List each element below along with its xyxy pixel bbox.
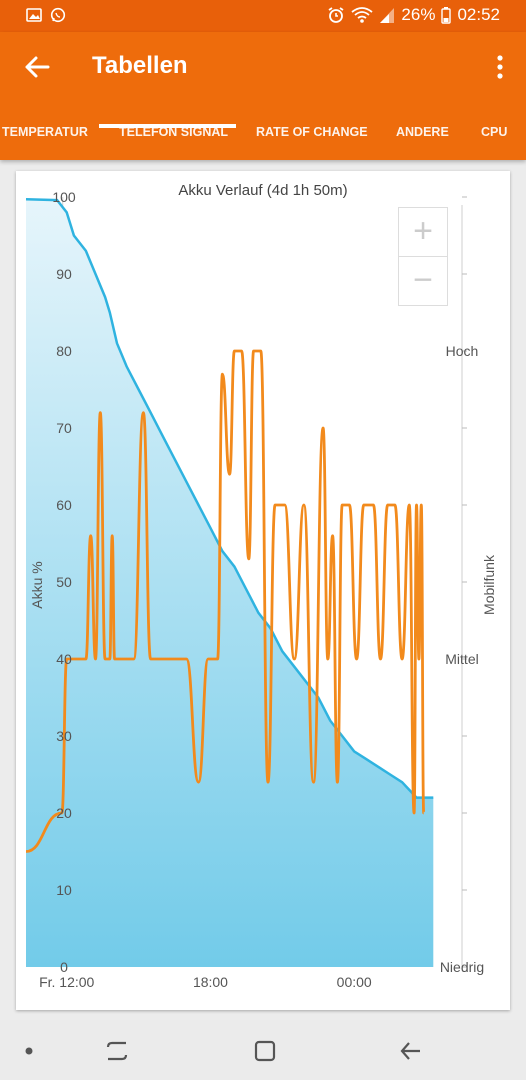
tab-cpu[interactable]: CPU	[481, 125, 508, 139]
tab-bar: TEMPERATUR TELEFON SIGNAL RATE OF CHANGE…	[0, 120, 526, 160]
back-button-icon[interactable]	[398, 1038, 424, 1064]
overflow-menu-icon[interactable]	[494, 54, 506, 80]
y-tick-label: 10	[56, 882, 72, 898]
zoom-in-button[interactable]: +	[398, 207, 448, 257]
y2-tick-label: Hoch	[446, 343, 479, 359]
y-tick-label: 40	[56, 651, 72, 667]
y-axis-ticks: 0 10 20 30 40 50 60 70 80 90 100	[52, 189, 76, 975]
zoom-out-button[interactable]: −	[398, 256, 448, 306]
y-tick-label: 60	[56, 497, 72, 513]
home-button-icon[interactable]	[252, 1038, 278, 1064]
clock: 02:52	[457, 5, 500, 24]
battery-icon	[441, 7, 452, 24]
x-tick-label: 18:00	[193, 974, 228, 990]
y-tick-label: 70	[56, 420, 72, 436]
y-tick-label: 90	[56, 266, 72, 282]
y-tick-label: 30	[56, 728, 72, 744]
recents-icon[interactable]	[104, 1038, 130, 1064]
tab-telefon-signal[interactable]: TELEFON SIGNAL	[119, 125, 229, 139]
page-title: Tabellen	[92, 52, 188, 79]
chart-title: Akku Verlauf (4d 1h 50m)	[178, 182, 348, 199]
status-bar: 26% 02:52	[0, 0, 526, 32]
signal-series-line	[25, 349, 426, 853]
nav-dot-icon[interactable]	[24, 1046, 34, 1056]
tab-temperatur[interactable]: TEMPERATUR	[2, 125, 88, 139]
y-axis-label: Akku %	[29, 561, 45, 608]
y2-axis-label: Mobilfunk	[481, 554, 497, 615]
y2-tick-label: Niedrig	[440, 959, 484, 975]
battery-chart[interactable]: 0 10 20 30 40 50 60 70 80 90 100 Niedrig Mittel Hoch…	[0, 0, 526, 1020]
gallery-notification-icon	[26, 8, 42, 22]
back-arrow-icon[interactable]	[22, 52, 52, 82]
battery-percentage: 26%	[401, 5, 436, 24]
y2-tick-label: Mittel	[445, 651, 478, 667]
app-bar: Tabellen TEMPERATUR TELEFON SIGNAL RATE …	[0, 32, 526, 160]
x-axis-ticks: Fr. 12:00 18:00 00:00	[39, 974, 372, 990]
y-tick-label: 0	[60, 959, 68, 975]
alarm-icon	[328, 7, 344, 23]
wifi-icon	[351, 7, 373, 23]
tab-rate-of-change[interactable]: RATE OF CHANGE	[256, 125, 368, 139]
navigation-bar	[0, 1020, 526, 1080]
battery-series-line	[25, 198, 434, 799]
y-tick-label: 20	[56, 805, 72, 821]
y2-axis-ticks: Niedrig Mittel Hoch	[440, 196, 484, 975]
x-tick-label: Fr. 12:00	[39, 974, 94, 990]
active-tab-indicator	[99, 124, 236, 128]
whatsapp-notification-icon	[50, 7, 66, 23]
signal-icon	[380, 8, 395, 23]
battery-area-fill	[26, 199, 434, 968]
y-tick-label: 100	[52, 189, 76, 205]
x-tick-label: 00:00	[337, 974, 372, 990]
y-tick-label: 80	[56, 343, 72, 359]
y-tick-label: 50	[56, 574, 72, 590]
tab-andere[interactable]: ANDERE	[396, 125, 449, 139]
